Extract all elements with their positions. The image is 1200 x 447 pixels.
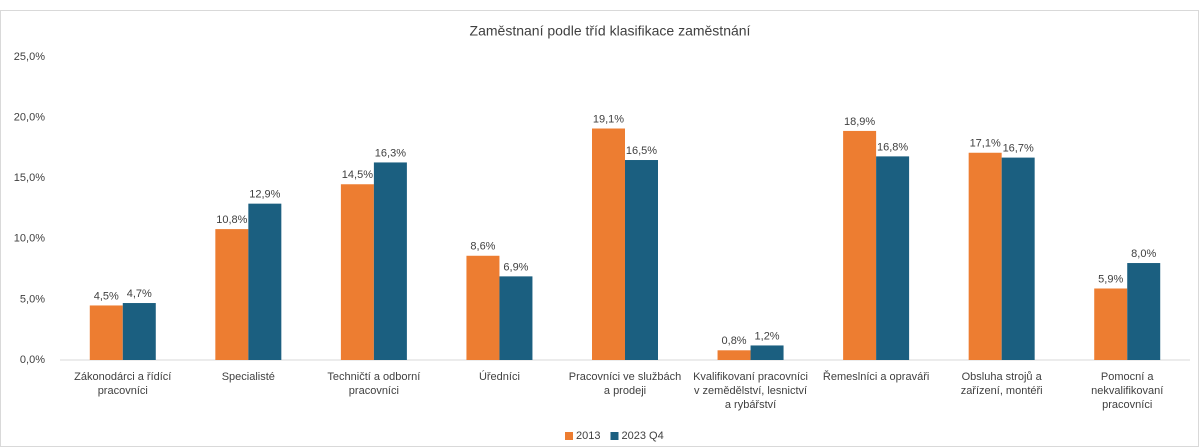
data-label: 6,9% <box>503 261 528 273</box>
bar <box>373 162 407 360</box>
y-tick-label: 5,0% <box>20 293 45 305</box>
data-label: 19,1% <box>593 113 624 125</box>
data-label: 16,5% <box>626 145 657 157</box>
data-label: 10,8% <box>216 214 247 226</box>
data-label: 4,7% <box>127 288 152 300</box>
y-tick-label: 25,0% <box>14 51 45 63</box>
data-label: 8,0% <box>1131 248 1156 260</box>
x-tick-label: Úředníci <box>478 371 520 383</box>
data-label: 8,6% <box>470 241 495 253</box>
bar <box>717 350 751 360</box>
x-tick-label: Pomocní a nekvalifikovaní pracovníci <box>1091 371 1164 411</box>
x-tick-label: Zákonodárci a řídící pracovníci <box>74 371 172 397</box>
x-tick-label: Pracovníci ve službách a prodeji <box>568 371 682 397</box>
x-tick-label: Řemeslníci a opraváři <box>822 371 930 383</box>
legend-label: 2023 Q4 <box>621 430 663 442</box>
bar <box>750 345 784 360</box>
legend-swatch <box>565 432 573 440</box>
y-tick-label: 0,0% <box>20 354 45 366</box>
bar <box>122 303 156 360</box>
data-label: 4,5% <box>94 290 119 302</box>
x-tick-label: Techničtí a odborní pracovníci <box>327 371 421 397</box>
bar <box>968 152 1002 360</box>
bar <box>1001 157 1035 360</box>
bar <box>248 203 282 360</box>
bar <box>89 305 123 360</box>
data-label: 16,7% <box>1003 143 1034 155</box>
data-label: 16,8% <box>877 141 908 153</box>
data-label: 5,9% <box>1098 273 1123 285</box>
data-label: 18,9% <box>844 116 875 128</box>
y-tick-label: 15,0% <box>14 172 45 184</box>
bar <box>1127 263 1161 360</box>
x-tick-label: Specialisté <box>221 371 275 383</box>
data-label: 16,3% <box>375 147 406 159</box>
data-label: 17,1% <box>970 138 1001 150</box>
bar <box>625 160 658 360</box>
bar <box>340 184 374 360</box>
bar <box>215 229 249 360</box>
data-label: 0,8% <box>722 335 747 347</box>
data-label: 12,9% <box>249 189 280 201</box>
legend-swatch <box>610 432 619 440</box>
x-tick-label: Obsluha strojů a zařízení, montéři <box>960 371 1043 397</box>
legend-label: 2013 <box>576 430 600 442</box>
bar <box>843 130 877 360</box>
bar <box>466 255 500 360</box>
bar <box>499 276 533 360</box>
chart-title: Zaměstnaní podle tříd klasifikace zaměst… <box>470 23 751 39</box>
data-label: 1,2% <box>755 330 780 342</box>
y-tick-label: 10,0% <box>14 233 45 245</box>
x-tick-label: Kvalifikovaní pracovníci v zemědělství, … <box>693 371 809 411</box>
bar <box>1094 288 1128 360</box>
bar <box>592 128 625 360</box>
data-label: 14,5% <box>342 169 373 181</box>
bar <box>876 156 910 360</box>
y-tick-label: 20,0% <box>14 112 45 124</box>
